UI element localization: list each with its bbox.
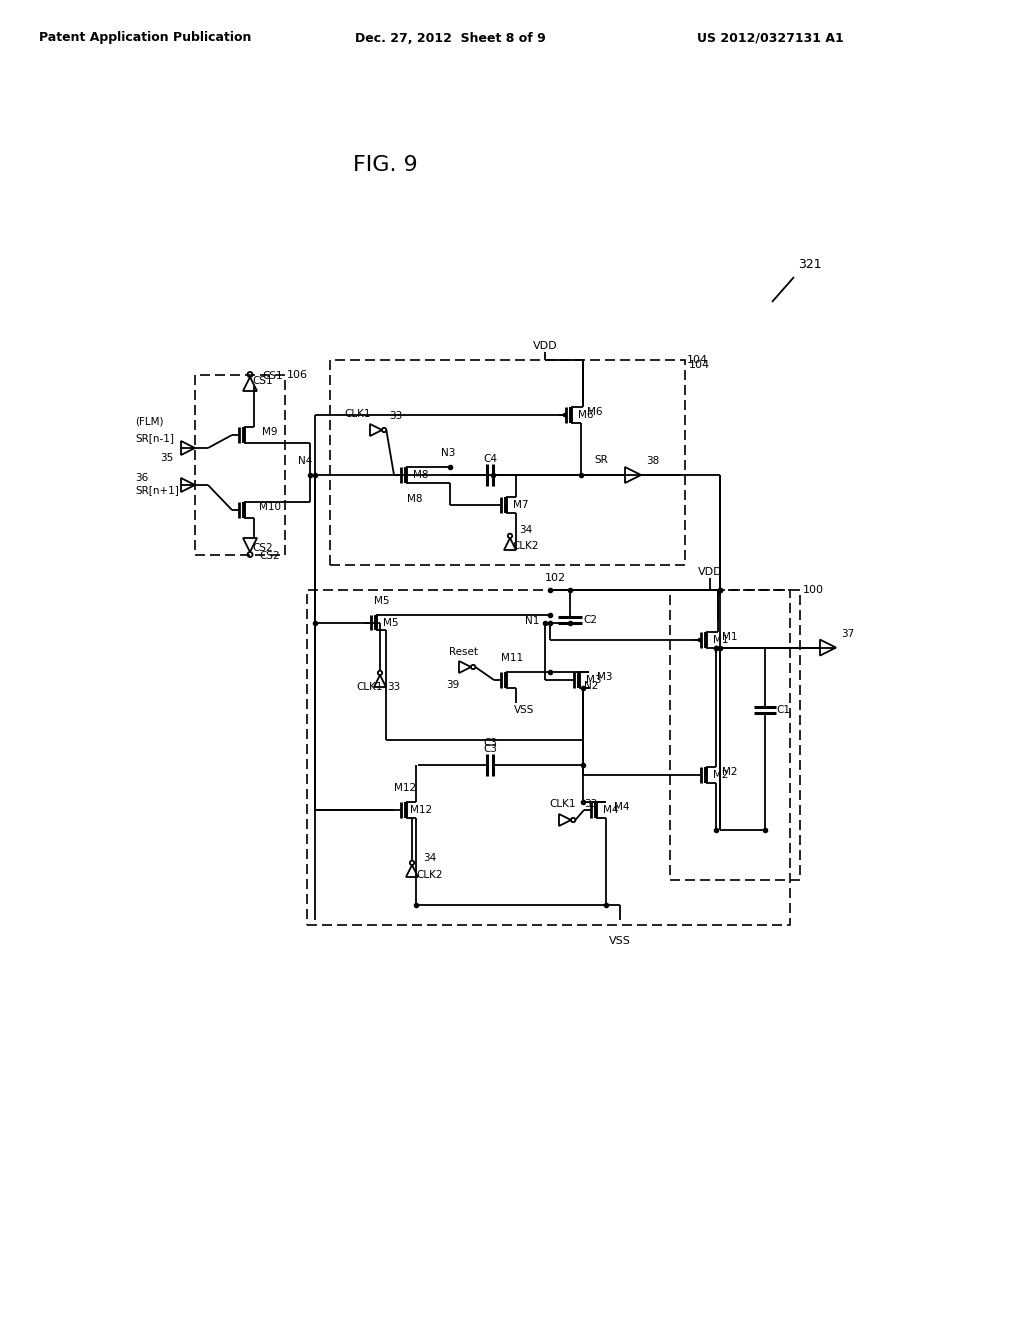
Text: M2: M2 bbox=[714, 770, 729, 780]
Text: 100: 100 bbox=[803, 585, 823, 595]
Text: 37: 37 bbox=[842, 628, 855, 639]
Text: 34: 34 bbox=[519, 525, 532, 535]
Text: M5: M5 bbox=[374, 595, 390, 606]
Text: C3: C3 bbox=[483, 738, 497, 748]
Text: M7: M7 bbox=[513, 500, 528, 510]
Text: 321: 321 bbox=[798, 259, 822, 272]
Text: Dec. 27, 2012  Sheet 8 of 9: Dec. 27, 2012 Sheet 8 of 9 bbox=[354, 32, 546, 45]
Text: M8: M8 bbox=[414, 470, 429, 480]
Text: M12: M12 bbox=[394, 783, 416, 793]
Text: N2: N2 bbox=[584, 681, 598, 690]
Text: M8: M8 bbox=[408, 494, 423, 504]
Text: CS1: CS1 bbox=[263, 371, 284, 381]
Text: C2: C2 bbox=[584, 615, 597, 624]
Text: N1: N1 bbox=[525, 616, 540, 626]
Text: Patent Application Publication: Patent Application Publication bbox=[39, 32, 251, 45]
Text: 106: 106 bbox=[287, 370, 307, 380]
Text: M10: M10 bbox=[259, 502, 281, 512]
Text: CLK2: CLK2 bbox=[513, 541, 540, 550]
Text: M6: M6 bbox=[587, 407, 603, 417]
Text: Reset: Reset bbox=[449, 647, 477, 657]
Text: VDD: VDD bbox=[532, 341, 557, 351]
Text: C4: C4 bbox=[483, 454, 497, 463]
Text: M1: M1 bbox=[714, 635, 729, 645]
Text: 35: 35 bbox=[161, 453, 174, 463]
Text: M2: M2 bbox=[722, 767, 737, 777]
Text: M11: M11 bbox=[501, 653, 523, 663]
Text: N4: N4 bbox=[298, 455, 312, 466]
Text: CLK1: CLK1 bbox=[345, 409, 372, 418]
Text: VSS: VSS bbox=[514, 705, 535, 715]
Text: SR[n-1]: SR[n-1] bbox=[135, 433, 174, 444]
Text: 104: 104 bbox=[688, 360, 710, 370]
Text: C1: C1 bbox=[776, 705, 791, 715]
Text: M4: M4 bbox=[603, 805, 618, 814]
Text: FIG. 9: FIG. 9 bbox=[352, 154, 418, 176]
Text: 36: 36 bbox=[135, 473, 148, 483]
Text: SR[n+1]: SR[n+1] bbox=[135, 484, 179, 495]
Text: 34: 34 bbox=[423, 853, 436, 863]
Text: 33: 33 bbox=[585, 799, 598, 809]
Text: M4: M4 bbox=[614, 803, 630, 812]
Text: CLK2: CLK2 bbox=[417, 870, 443, 880]
Text: CS2: CS2 bbox=[252, 543, 273, 553]
Text: C3: C3 bbox=[483, 743, 497, 754]
Text: M3: M3 bbox=[597, 672, 612, 682]
Text: 33: 33 bbox=[389, 411, 402, 421]
Text: 38: 38 bbox=[646, 455, 659, 466]
Text: M9: M9 bbox=[262, 426, 278, 437]
Text: M3: M3 bbox=[587, 675, 602, 685]
Text: CLK1: CLK1 bbox=[550, 799, 577, 809]
Text: CS2: CS2 bbox=[260, 550, 281, 561]
Text: M5: M5 bbox=[383, 618, 398, 628]
Text: 104: 104 bbox=[686, 355, 708, 366]
Text: VDD: VDD bbox=[697, 568, 722, 577]
Text: M1: M1 bbox=[722, 632, 737, 642]
Text: (FLM): (FLM) bbox=[135, 417, 164, 426]
Text: N3: N3 bbox=[440, 449, 456, 458]
Text: CS1: CS1 bbox=[252, 376, 273, 387]
Text: US 2012/0327131 A1: US 2012/0327131 A1 bbox=[696, 32, 844, 45]
Text: CLK1: CLK1 bbox=[356, 682, 383, 692]
Text: 39: 39 bbox=[446, 680, 460, 690]
Text: 33: 33 bbox=[387, 682, 400, 692]
Text: 102: 102 bbox=[545, 573, 565, 583]
Text: M6: M6 bbox=[579, 411, 594, 420]
Text: VSS: VSS bbox=[609, 936, 631, 946]
Text: M12: M12 bbox=[410, 805, 432, 814]
Text: SR: SR bbox=[594, 455, 608, 465]
